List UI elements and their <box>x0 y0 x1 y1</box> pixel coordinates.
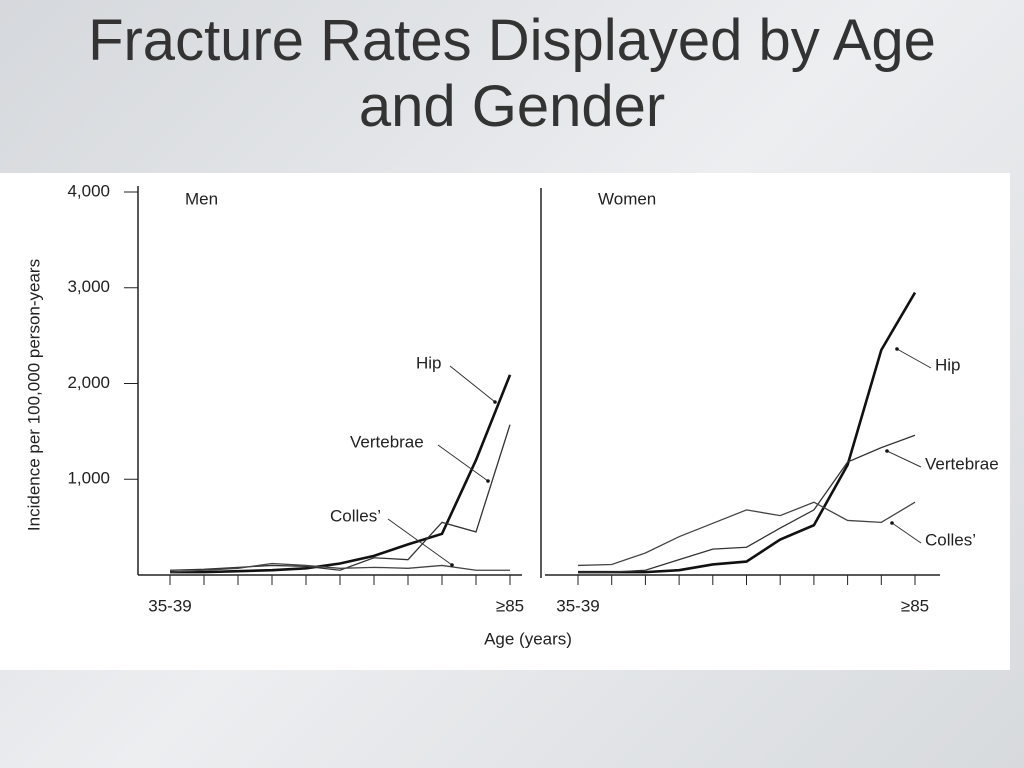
series-label: Colles’ <box>925 530 976 549</box>
y-tick-label: 1,000 <box>67 469 110 488</box>
leader-line <box>449 365 496 403</box>
y-tick-label: 2,000 <box>67 373 110 392</box>
x-tick-label: 35-39 <box>556 596 599 615</box>
series-line <box>170 374 512 574</box>
x-tick-label: ≥85 <box>496 596 524 615</box>
chart-panel <box>0 173 1010 670</box>
series-label: Vertebrae <box>350 432 424 451</box>
leader-line <box>891 522 922 544</box>
series-label: Colles’ <box>330 506 381 525</box>
x-axis-label: Age (years) <box>484 629 572 648</box>
leader-dot <box>890 521 894 525</box>
series-line <box>578 291 917 574</box>
leader-dot <box>493 400 497 404</box>
series-line <box>578 434 916 573</box>
series-label: Vertebrae <box>925 454 999 473</box>
series-line <box>169 424 511 571</box>
y-tick-label: 4,000 <box>67 181 110 200</box>
panel-title: Women <box>598 189 656 208</box>
series-label: Hip <box>935 355 961 374</box>
panel-title: Men <box>185 189 218 208</box>
y-tick-label: 3,000 <box>67 277 110 296</box>
series-label: Hip <box>416 353 442 372</box>
slide-title: Fracture Rates Displayed by Age and Gend… <box>88 8 936 139</box>
leader-line <box>437 444 489 482</box>
series-line <box>577 501 916 567</box>
leader-line <box>886 450 922 468</box>
leader-line <box>896 348 932 369</box>
y-axis-label: Incidence per 100,000 person-years <box>24 259 43 531</box>
x-tick-label: ≥85 <box>901 596 929 615</box>
series-line <box>169 562 510 573</box>
leader-dot <box>450 563 454 567</box>
leader-dot <box>486 479 490 483</box>
leader-line <box>387 518 453 566</box>
leader-dot <box>895 347 899 351</box>
x-tick-label: 35-39 <box>148 596 191 615</box>
leader-dot <box>885 449 889 453</box>
